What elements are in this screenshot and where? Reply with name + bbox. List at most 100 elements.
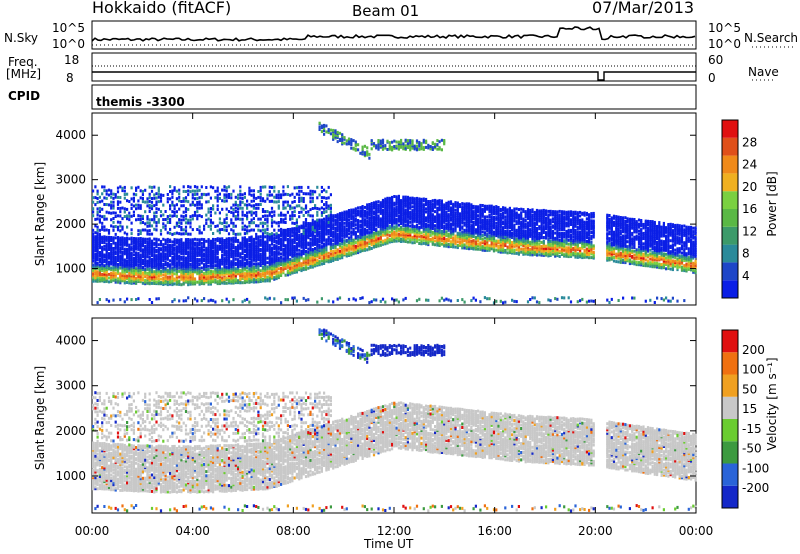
data-cell [434,227,437,231]
data-cell [166,243,169,247]
data-cell [241,197,244,200]
data-cell [203,264,206,268]
data-cell [289,240,292,244]
data-cell [107,229,111,232]
data-cell [377,230,380,234]
data-cell [146,224,149,228]
data-cell [173,214,176,218]
data-cell [248,276,251,280]
data-cell [223,263,226,267]
data-cell [404,219,407,223]
data-cell [232,224,235,228]
data-cell [438,242,441,246]
data-cell [103,244,106,248]
data-cell [184,268,188,272]
data-cell [422,224,425,228]
data-cell [434,239,437,243]
data-cell [395,200,398,203]
data-cell [445,205,448,209]
data-cell [112,241,115,245]
data-cell [481,241,484,245]
data-cell [449,213,453,217]
data-cell [128,258,131,262]
data-cell [268,246,271,250]
data-cell [191,196,194,200]
data-cell [438,205,441,209]
data-cell [286,239,289,243]
data-cell [128,211,131,215]
data-cell [116,241,120,245]
data-cell [203,224,206,228]
data-cell [230,196,233,200]
data-cell [395,236,398,240]
data-cell [291,200,294,204]
data-cell [164,240,167,244]
data-cell [391,224,394,228]
data-cell [388,200,391,204]
data-cell [193,277,197,281]
data-cell [350,241,353,244]
data-cell [477,210,480,214]
data-cell [436,222,439,226]
data-cell [309,192,312,196]
data-cell [477,228,480,232]
data-cell [207,282,210,286]
data-cell [196,250,199,254]
data-cell [105,246,108,250]
data-cell [146,200,149,204]
data-cell [153,261,156,265]
data-cell [178,245,181,249]
data-cell [200,261,203,265]
data-cell [123,272,126,276]
data-cell [218,275,221,279]
data-cell [205,257,208,261]
data-cell [366,207,369,211]
data-cell [209,224,212,228]
data-cell [304,298,308,302]
data-cell [336,239,339,243]
data-cell [434,230,437,234]
data-cell [280,211,283,215]
data-cell [232,240,235,244]
data-cell [415,212,419,216]
data-cell [232,238,235,242]
data-cell [400,213,403,216]
data-cell [302,228,305,232]
data-cell [203,248,206,252]
data-cell [110,255,113,259]
data-cell [234,206,237,210]
data-cell [436,229,439,233]
data-cell [239,241,242,245]
data-cell [116,262,120,266]
data-cell [137,268,140,271]
data-cell [114,195,117,199]
data-cell [461,207,464,211]
data-cell [92,189,95,193]
data-cell [207,243,210,247]
data-cell [304,210,308,214]
data-cell [148,257,151,261]
data-cell [234,277,237,281]
data-cell [216,199,219,203]
data-cell [227,232,231,236]
data-cell [173,186,176,190]
data-cell [266,193,269,197]
data-cell [227,224,231,228]
data-cell [436,199,439,203]
data-cell [148,199,151,203]
data-cell [452,211,455,215]
data-cell [239,252,242,256]
data-cell [268,270,271,274]
data-cell [298,266,301,270]
data-cell [196,192,199,196]
data-cell [468,233,471,237]
data-cell [221,272,224,276]
data-cell [327,235,330,239]
data-cell [357,220,360,224]
data-cell [135,262,138,266]
data-cell [402,222,405,226]
data-cell [166,200,169,204]
data-cell [155,237,158,241]
data-cell [427,220,430,223]
data-cell [157,252,160,256]
